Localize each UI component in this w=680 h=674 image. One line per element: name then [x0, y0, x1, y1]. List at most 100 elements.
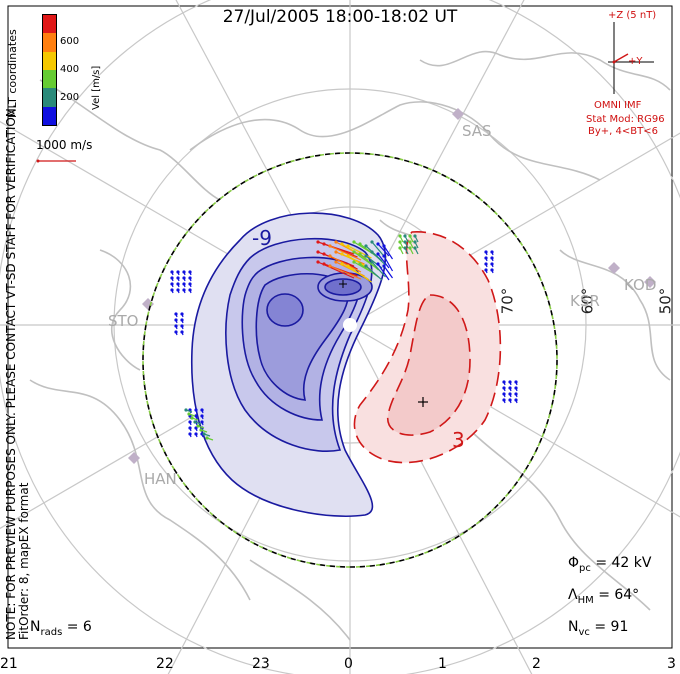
velocity-vector-origin — [180, 330, 184, 334]
velocity-vector-origin — [502, 392, 506, 396]
mlt-tick-3: 3 — [667, 656, 676, 672]
velocity-vector-origin — [358, 252, 362, 256]
velocity-vector-origin — [364, 254, 368, 258]
velocity-vector-origin — [334, 260, 338, 264]
velocity-vector — [383, 265, 393, 279]
velocity-vector — [377, 243, 390, 257]
velocity-vector-origin — [176, 276, 180, 280]
velocity-vector-origin — [188, 420, 192, 424]
velocity-vector-origin — [176, 270, 180, 274]
velocity-vector-origin — [514, 398, 518, 402]
velocity-vector-origin — [376, 252, 380, 256]
velocity-vector — [329, 245, 362, 261]
velocity-vector-origin — [187, 412, 191, 416]
velocity-vector-origin — [413, 240, 417, 244]
velocity-vector-origin — [346, 264, 350, 268]
velocity-vector-origin — [502, 398, 506, 402]
velocity-vector-origin — [316, 260, 320, 264]
velocity-vector — [365, 265, 383, 281]
velocity-vector-origin — [170, 288, 174, 292]
velocity-vector-origin — [202, 432, 206, 436]
potential-min-marker — [339, 280, 347, 288]
velocity-vector-origin — [508, 380, 512, 384]
imf-z-label: +Z (5 nT) — [608, 10, 657, 21]
velocity-vector-origin — [194, 426, 198, 430]
velocity-vector-origin — [502, 380, 506, 384]
velocity-vector-origin — [199, 428, 203, 432]
velocity-vector-origin — [346, 254, 350, 258]
velocity-vector — [329, 255, 362, 273]
velocity-vector — [383, 255, 394, 272]
velocity-colorbar — [42, 14, 57, 126]
colorbar-title: Vel [m/s] — [91, 65, 102, 110]
velocity-vector-origin — [174, 312, 178, 316]
site-label-kod: KOD — [624, 276, 657, 294]
velocity-vector-origin — [188, 282, 192, 286]
velocity-vector-origin — [194, 432, 198, 436]
mlt-tick-23: 23 — [252, 656, 270, 672]
imf-condition: By+, 4<BT<6 — [588, 126, 658, 137]
velocity-vector-origin — [188, 270, 192, 274]
mlt-tick-0: 0 — [344, 656, 353, 672]
imf-origin — [612, 60, 616, 64]
velocity-vector-origin — [382, 264, 386, 268]
velocity-vector-origin — [200, 408, 204, 412]
latitude-label-50: 50° — [656, 287, 675, 315]
colorbar-band-5 — [43, 88, 56, 107]
imf-source: OMNI IMF — [594, 100, 642, 111]
velocity-scale-dot — [36, 159, 40, 163]
velocity-vector-origin — [508, 398, 512, 402]
velocity-vector — [377, 253, 390, 269]
velocity-vector — [329, 265, 362, 280]
mlt-tick-21: 21 — [0, 656, 18, 672]
velocity-vector-origin — [188, 426, 192, 430]
colorbar-tick-200: 200 — [60, 92, 80, 103]
velocity-vector-origin — [174, 318, 178, 322]
velocity-vector-origin — [408, 240, 412, 244]
colorbar-band-3 — [43, 51, 56, 70]
velocity-vector — [347, 265, 372, 283]
velocity-vector-origin — [200, 420, 204, 424]
velocity-vector-origin — [514, 392, 518, 396]
velocity-vector-origin — [346, 244, 350, 248]
velocity-vector-origin — [352, 240, 356, 244]
imf-dial — [608, 22, 654, 94]
velocity-vector-origin — [340, 242, 344, 246]
site-label-han: HAN — [144, 470, 177, 488]
velocity-vector-origin — [193, 420, 197, 424]
velocity-vector-origin — [322, 252, 326, 256]
velocity-vector-origin — [322, 262, 326, 266]
velocity-vector-origin — [408, 246, 412, 250]
velocity-vector-origin — [370, 240, 374, 244]
site-label-sas: SAS — [462, 122, 492, 140]
potential-max-marker — [418, 397, 428, 407]
velocity-vector-origin — [490, 262, 494, 266]
velocity-vector-origin — [188, 288, 192, 292]
negative-potential-cell — [190, 212, 387, 518]
velocity-vector-origin — [413, 234, 417, 238]
velocity-vector-origin — [358, 242, 362, 246]
velocity-vector — [359, 253, 379, 271]
velocity-vectors — [170, 234, 518, 441]
velocity-vector-origin — [398, 240, 402, 244]
imf-vector — [613, 53, 629, 63]
velocity-vector-origin — [490, 250, 494, 254]
velocity-scale-label: 1000 m/s — [36, 138, 93, 152]
colorbar-band-6 — [43, 106, 56, 125]
velocity-vector-origin — [484, 250, 488, 254]
velocity-vector-origin — [502, 386, 506, 390]
velocity-vector-origin — [174, 330, 178, 334]
velocity-vector-origin — [176, 288, 180, 292]
velocity-vector-origin — [316, 240, 320, 244]
velocity-vector-origin — [352, 250, 356, 254]
velocity-vector-origin — [188, 276, 192, 280]
velocity-vector-origin — [340, 262, 344, 266]
velocity-vector-origin — [514, 380, 518, 384]
velocity-vector-origin — [316, 250, 320, 254]
velocity-vector-origin — [170, 282, 174, 286]
velocity-vector-origin — [398, 234, 402, 238]
imf-y-label: +Y — [628, 56, 643, 67]
velocity-vector-origin — [194, 408, 198, 412]
velocity-vector-origin — [352, 260, 356, 264]
velocity-vector-origin — [514, 386, 518, 390]
